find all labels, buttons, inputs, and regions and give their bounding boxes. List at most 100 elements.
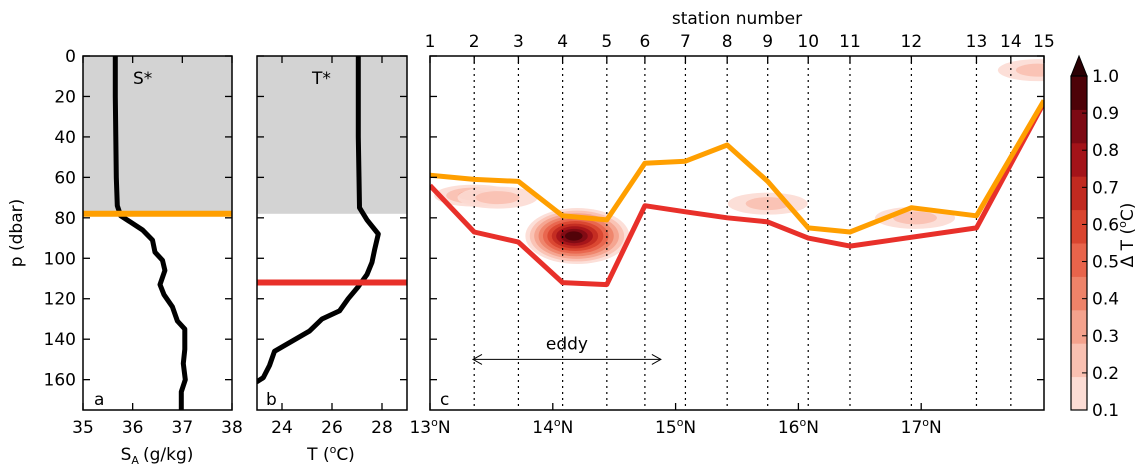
eddy-label: eddy [546,334,588,354]
x-tick-label-number: 15 [655,418,677,438]
panel-c-top-axis-label: station number [672,9,802,29]
panel-b-shade [257,56,407,214]
panel-c-letter: c [440,390,449,410]
station-number-label: 11 [839,32,861,52]
colorbar-segment [1071,243,1087,277]
colorbar-tick-label: 0.3 [1092,327,1119,347]
colorbar-extend-arrow [1070,54,1088,77]
x-tick-label: 17oN [901,416,942,438]
temperature-anomaly-contour [475,191,520,205]
y-tick-label: 40 [54,128,76,148]
colorbar-tick-label: 0.2 [1092,364,1119,384]
mixed-layer-orange-line [430,99,1044,235]
x-tick-label-hemisphere: N [683,418,696,438]
x-tick-label: 37 [172,418,194,438]
colorbar-segment [1071,343,1087,378]
x-tick-label: 35 [72,418,94,438]
colorbar-label-sup: o [1116,221,1129,228]
x-tick-label: 15oN [655,416,696,438]
colorbar-segment [1071,109,1087,144]
y-tick-label: 120 [44,290,76,310]
eddy-arrow-head-right [651,353,662,365]
x-tick-label-hemisphere: N [929,418,942,438]
colorbar-tick-label: 0.4 [1092,290,1119,310]
colorbar-segment [1071,276,1087,311]
y-tick-label: 140 [44,330,76,350]
station-number-label: 6 [639,32,650,52]
thermocline-red-line [430,101,1044,288]
panel-b-xlabel-unit: C) [336,445,355,465]
panel-a-frame [82,55,233,411]
station-number-label: 15 [1033,32,1055,52]
colorbar-tick-label: 1.0 [1092,67,1119,87]
x-tick-label-number: 13 [409,418,431,438]
panel-a-letter: a [94,390,104,410]
panel-a-xlabel-sub: A [131,454,139,467]
colorbar-segment [1071,76,1087,110]
station-number-label: 5 [601,32,612,52]
colorbar-tick-label: 0.5 [1092,253,1119,273]
panel-a-xlabel-main: S [121,445,132,465]
panel-b-xlabel: T (oC) [306,443,355,465]
colorbar-segment [1071,176,1087,211]
x-tick-label-degree: o [677,416,684,429]
x-tick-label-degree: o [554,416,561,429]
y-tick-label: 0 [65,47,76,67]
colorbar-label: Δ T (oC) [1116,203,1138,268]
panel-b-xlabel-sup: o [330,443,337,456]
colorbar-segment [1071,209,1087,244]
temperature-anomaly-contour [745,197,790,211]
x-tick-label-number: 16 [778,418,800,438]
x-tick-label: 26 [321,418,343,438]
y-tick-label: 80 [54,209,76,229]
colorbar-tick-label: 0.1 [1092,401,1119,421]
x-tick-label-hemisphere: N [561,418,574,438]
colorbar-label-main: Δ T ( [1118,228,1138,267]
temperature-anomaly-contour [1015,63,1044,77]
station-number-label: 3 [513,32,524,52]
colorbar-tick-label: 0.8 [1092,141,1119,161]
y-tick-label: 60 [54,168,76,188]
station-number-label: 14 [1000,32,1022,52]
station-number-label: 7 [680,32,691,52]
y-tick-label: 160 [44,371,76,391]
station-number-label: 1 [425,32,436,52]
temperature-anomaly-contour [893,211,938,225]
x-tick-label: 28 [371,418,393,438]
panel-a-shade [83,56,232,214]
temperature-anomaly-contour [564,231,583,241]
panel-a-xlabel: SA (g/kg) [121,445,194,467]
x-tick-label-degree: o [799,416,806,429]
colorbar-frame [1070,75,1088,411]
panel-a-annotation: S* [133,69,152,89]
station-number-label: 2 [469,32,480,52]
colorbar-segment [1071,309,1087,344]
station-number-label: 10 [797,32,819,52]
x-tick-label-number: 14 [532,418,554,438]
panel-b-xlabel-main: T ( [306,445,329,465]
station-number-label: 9 [762,32,773,52]
x-tick-label: 16oN [778,416,819,438]
station-number-label: 8 [722,32,733,52]
x-tick-label: 38 [221,418,243,438]
x-tick-label: 13oN [409,416,450,438]
panel-b-annotation: T* [311,69,331,89]
x-tick-label-hemisphere: N [806,418,819,438]
colorbar-tick-label: 0.7 [1092,178,1119,198]
panel-a-xlabel-unit: (g/kg) [143,445,193,465]
x-tick-label: 24 [271,418,293,438]
eddy-arrow-head-left [471,353,483,365]
colorbar-segment [1071,376,1087,411]
x-tick-label: 36 [122,418,144,438]
x-tick-label: 14oN [532,416,573,438]
x-tick-label-hemisphere: N [438,418,451,438]
panel-a: 35 36 37 38 0 20 40 60 80 100 120 140 160 S* a p (db… [7,47,243,467]
x-tick-label-degree: o [431,416,438,429]
panel-c-frame [429,55,1045,411]
x-tick-label-degree: o [922,416,929,429]
y-tick-label: 100 [44,249,76,269]
colorbar: 0.1 0.2 0.3 0.4 0.5 0.6 0.7 0.8 0.9 1.0 Δ T (oC) [1070,54,1138,421]
station-number-label: 12 [901,32,923,52]
